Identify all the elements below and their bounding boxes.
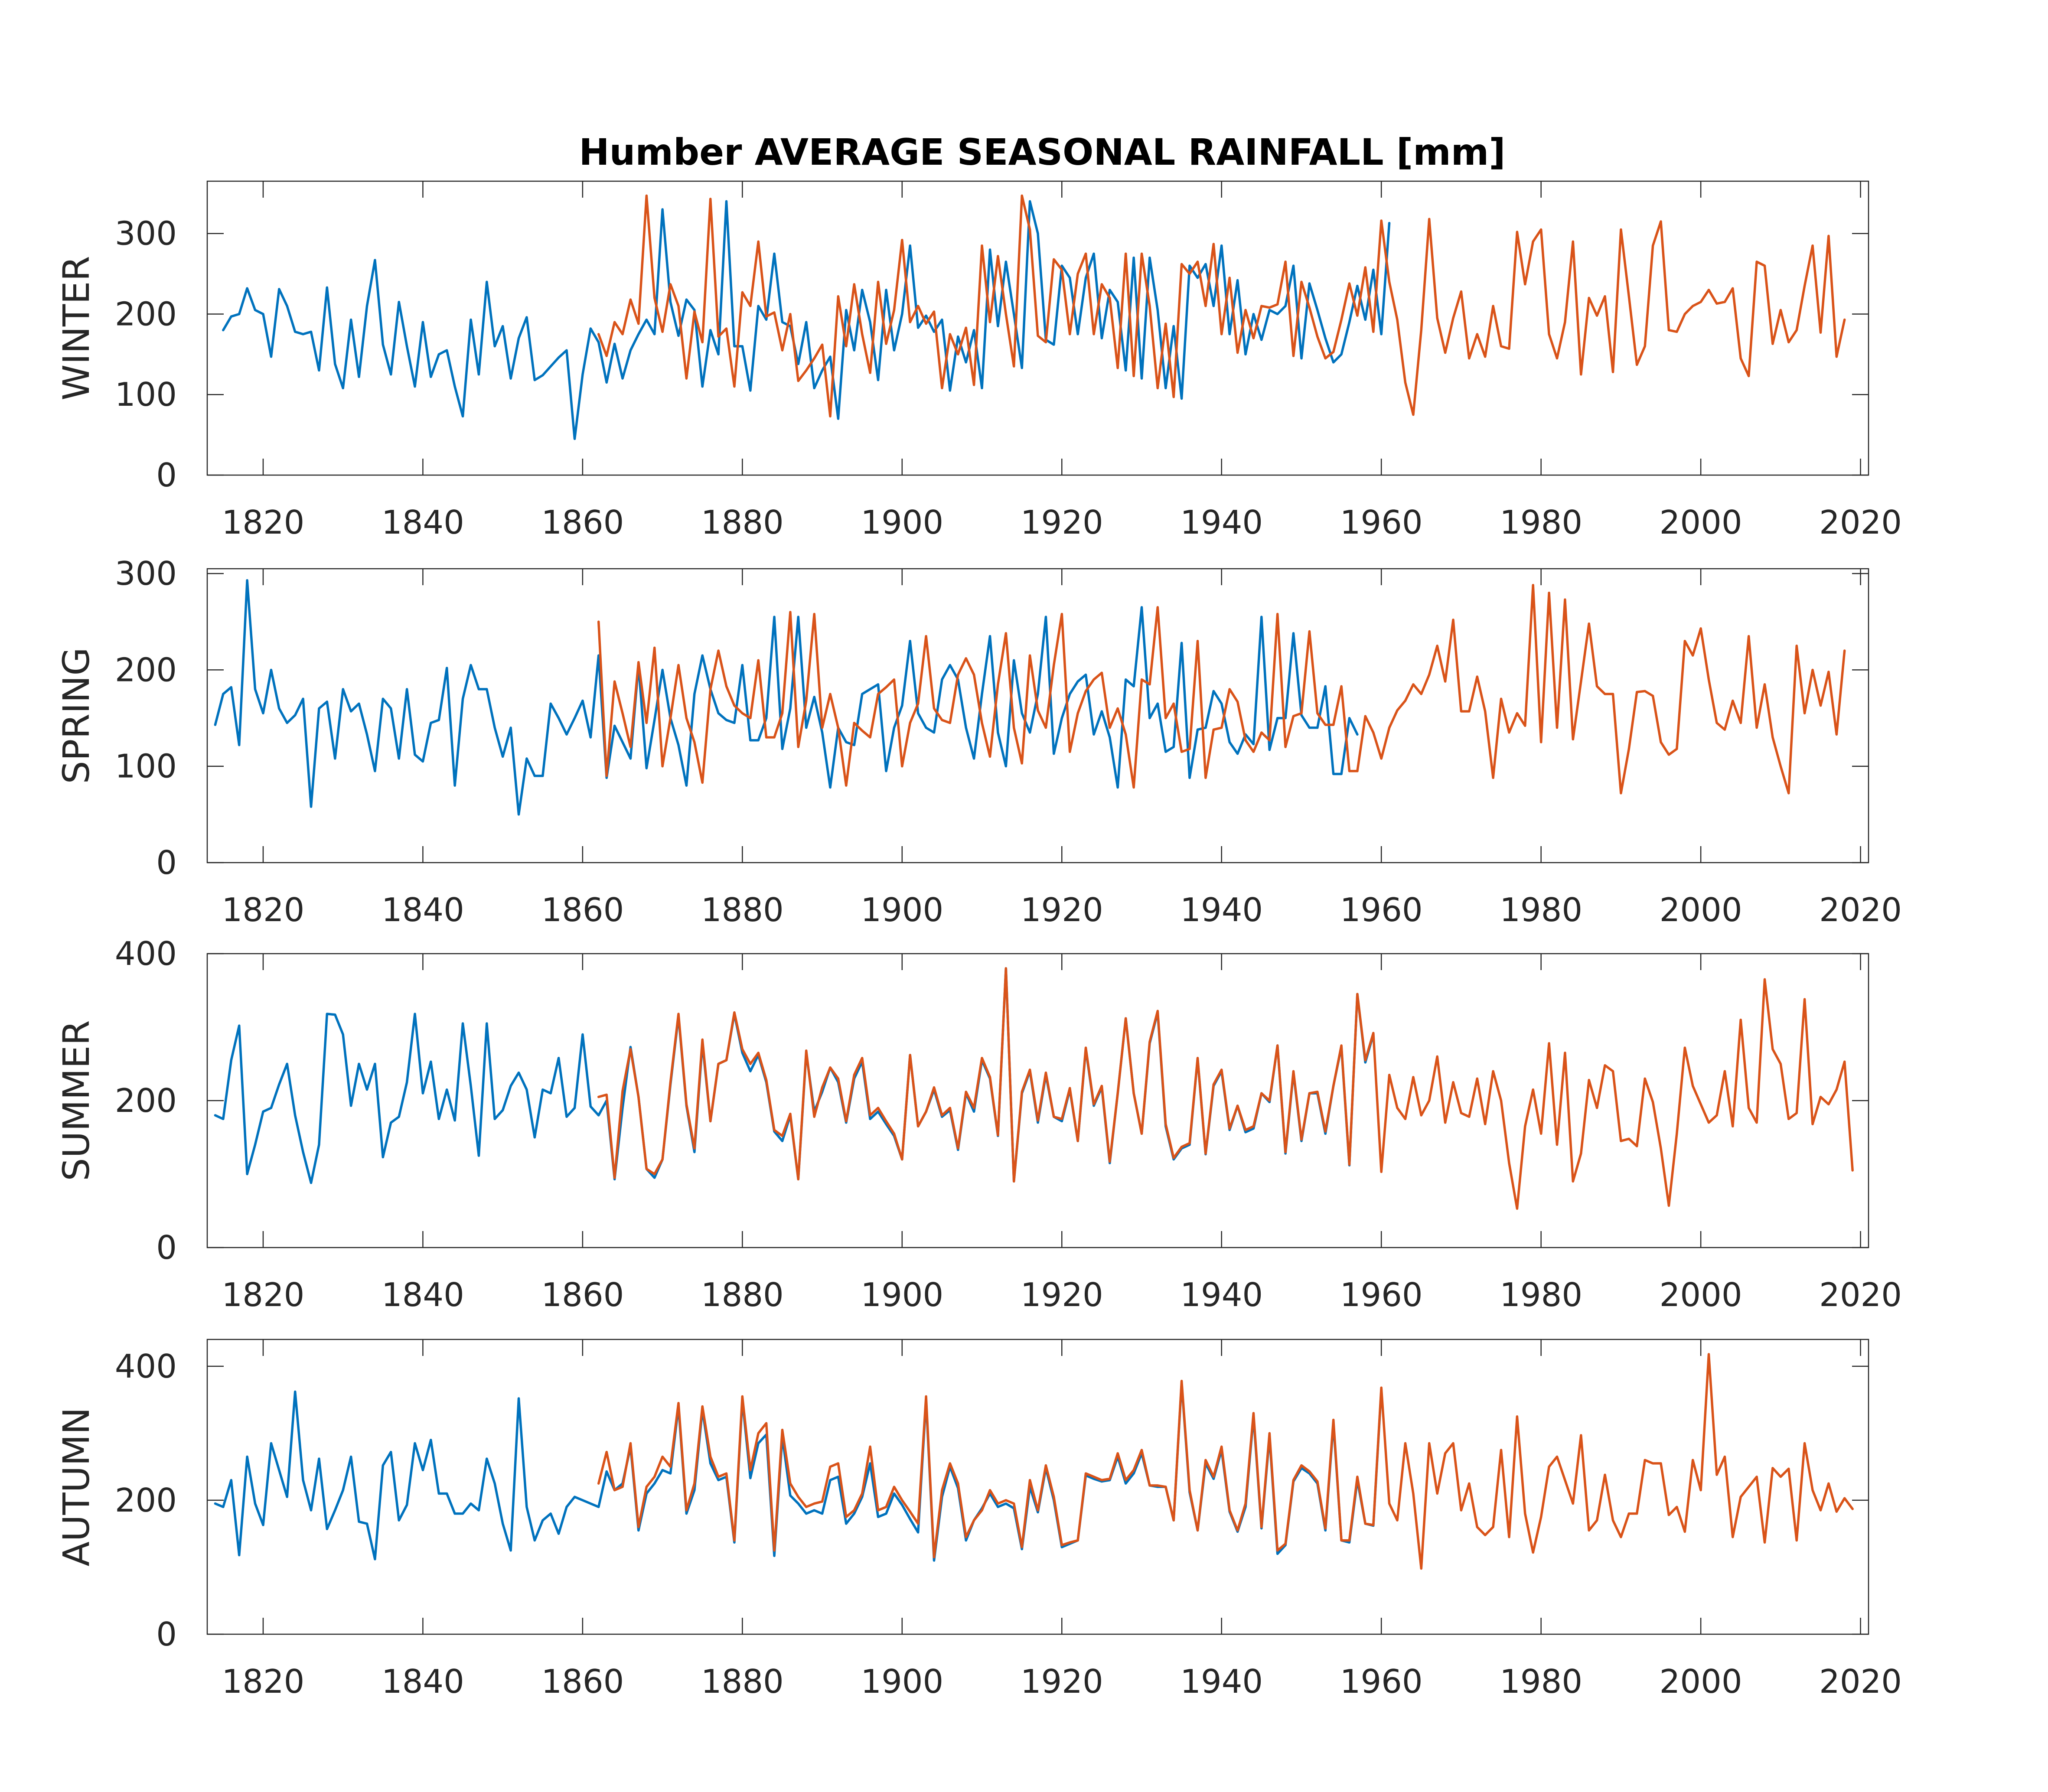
x-tick-label: 1820 — [222, 503, 305, 541]
x-tick-label: 1840 — [382, 1662, 464, 1701]
x-tick-label: 1980 — [1500, 503, 1582, 541]
x-tick-label: 1920 — [1021, 891, 1103, 929]
x-tick-label: 2020 — [1819, 1662, 1902, 1701]
x-tick-label: 1860 — [541, 1662, 624, 1701]
series-line-2 — [597, 194, 1846, 418]
y-tick-label: 0 — [156, 1615, 177, 1653]
y-tick-label: 0 — [156, 1228, 177, 1267]
y-axis-label: WINTER — [55, 256, 98, 400]
axes-box — [206, 568, 1869, 863]
series-line-2 — [597, 1353, 1854, 1570]
y-tick-label: 300 — [115, 554, 177, 593]
y-tick-label: 200 — [115, 295, 177, 333]
x-tick-label: 2020 — [1819, 503, 1902, 541]
y-axis-label: SPRING — [55, 647, 98, 784]
x-tick-label: 1880 — [701, 1276, 784, 1314]
x-tick-label: 2000 — [1660, 1276, 1742, 1314]
x-tick-label: 1980 — [1500, 891, 1582, 929]
x-tick-label: 1940 — [1180, 1662, 1263, 1701]
y-tick-label: 100 — [115, 747, 177, 785]
x-tick-label: 1960 — [1340, 891, 1423, 929]
y-tick-label: 200 — [115, 1082, 177, 1120]
y-axis-label: SUMMER — [55, 1020, 98, 1181]
x-tick-label: 1920 — [1021, 1276, 1103, 1314]
x-tick-label: 1940 — [1180, 503, 1263, 541]
x-tick-label: 1940 — [1180, 1276, 1263, 1314]
series-line-1 — [222, 200, 1391, 440]
y-tick-label: 400 — [115, 1347, 177, 1385]
x-tick-label: 1820 — [222, 1276, 305, 1314]
series-line-1 — [214, 579, 1359, 816]
x-tick-label: 1960 — [1340, 1276, 1423, 1314]
x-tick-label: 1960 — [1340, 503, 1423, 541]
x-tick-label: 1900 — [861, 1662, 943, 1701]
series-line-1 — [214, 1381, 1383, 1562]
panel-winter: 1820 1840 1860 1880 1900 1920 1940 1960 1980 2000… — [55, 180, 1902, 541]
x-tick-label: 1920 — [1021, 1662, 1103, 1701]
x-tick-label: 1840 — [382, 891, 464, 929]
y-tick-label: 200 — [115, 651, 177, 689]
x-tick-label: 1960 — [1340, 1662, 1423, 1701]
series-line-2 — [597, 967, 1854, 1210]
y-axis-label: AUTUMN — [55, 1407, 98, 1566]
x-tick-label: 2000 — [1660, 503, 1742, 541]
x-tick-label: 1880 — [701, 1662, 784, 1701]
x-tick-label: 1980 — [1500, 1662, 1582, 1701]
x-tick-label: 1880 — [701, 503, 784, 541]
panel-autumn: 1820 1840 1860 1880 1900 1920 1940 1960 1980 2000… — [55, 1339, 1902, 1701]
panel-spring: 1820 1840 1860 1880 1900 1920 1940 1960 1980 2000… — [55, 554, 1902, 929]
y-tick-label: 200 — [115, 1481, 177, 1519]
series-line-2 — [597, 584, 1846, 795]
x-tick-label: 1860 — [541, 1276, 624, 1314]
x-tick-label: 1900 — [861, 1276, 943, 1314]
y-tick-label: 300 — [115, 215, 177, 253]
x-tick-label: 1860 — [541, 503, 624, 541]
subplot-panels: 1820 1840 1860 1880 1900 1920 1940 1960 1980 2000… — [55, 180, 1902, 1701]
y-tick-label: 400 — [115, 935, 177, 973]
panel-summer: 1820 1840 1860 1880 1900 1920 1940 1960 1980 2000… — [55, 935, 1902, 1314]
x-tick-label: 1980 — [1500, 1276, 1582, 1314]
x-tick-label: 2000 — [1660, 891, 1742, 929]
x-tick-label: 1900 — [861, 891, 943, 929]
x-tick-label: 1880 — [701, 891, 784, 929]
x-tick-label: 2020 — [1819, 1276, 1902, 1314]
x-tick-label: 1820 — [222, 891, 305, 929]
y-tick-label: 0 — [156, 844, 177, 882]
axes-box — [206, 1339, 1869, 1635]
y-tick-label: 100 — [115, 375, 177, 414]
x-tick-label: 1860 — [541, 891, 624, 929]
x-tick-label: 1840 — [382, 503, 464, 541]
axes-box — [206, 180, 1869, 476]
x-tick-label: 1920 — [1021, 503, 1103, 541]
x-tick-label: 2020 — [1819, 891, 1902, 929]
x-tick-label: 2000 — [1660, 1662, 1742, 1701]
x-tick-label: 1900 — [861, 503, 943, 541]
y-tick-label: 0 — [156, 456, 177, 494]
x-tick-label: 1820 — [222, 1662, 305, 1701]
chart-title: Humber AVERAGE SEASONAL RAINFALL [mm] — [579, 131, 1505, 173]
x-tick-label: 1840 — [382, 1276, 464, 1314]
x-tick-label: 1940 — [1180, 891, 1263, 929]
